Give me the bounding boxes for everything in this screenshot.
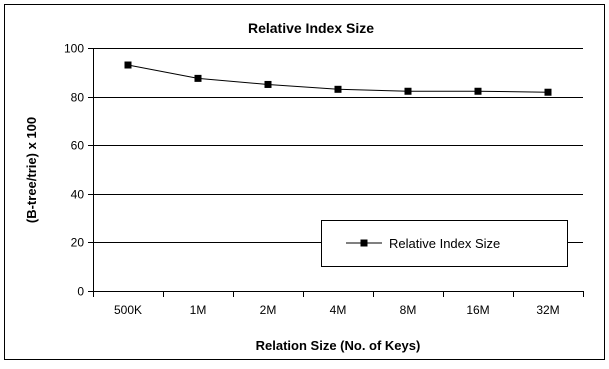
x-tick-label: 4M — [330, 303, 347, 317]
y-tick-label: 40 — [71, 188, 85, 202]
chart-title: Relative Index Size — [248, 20, 374, 36]
data-point-marker — [334, 85, 342, 93]
data-point-marker — [124, 61, 132, 69]
data-point-marker — [194, 74, 202, 82]
legend: Relative Index Size — [321, 220, 568, 267]
x-tick-label: 500K — [114, 303, 142, 317]
legend-marker-swatch — [360, 239, 368, 247]
data-point-marker — [404, 87, 412, 95]
y-axis-ticks: 0 20 40 60 80 100 — [64, 42, 93, 299]
x-tick-label: 8M — [400, 303, 417, 317]
y-tick-label: 20 — [71, 236, 85, 250]
y-tick-label: 60 — [71, 139, 85, 153]
axes — [93, 48, 583, 292]
legend-label: Relative Index Size — [389, 236, 500, 251]
x-axis-ticks: 500K 1M 2M 4M 8M 16M 32M — [93, 291, 584, 317]
data-series — [124, 61, 552, 96]
y-axis-label: (B-tree/trie) x 100 — [24, 117, 39, 223]
data-point-marker — [474, 87, 482, 95]
x-tick-label: 32M — [536, 303, 559, 317]
chart-border — [4, 4, 605, 360]
y-tick-label: 0 — [77, 285, 84, 299]
y-tick-label: 100 — [64, 42, 84, 56]
x-tick-label: 16M — [466, 303, 489, 317]
x-axis-label: Relation Size (No. of Keys) — [256, 338, 421, 353]
y-tick-label: 80 — [71, 91, 85, 105]
x-tick-label: 1M — [190, 303, 207, 317]
data-point-marker — [264, 80, 272, 88]
x-tick-label: 2M — [260, 303, 277, 317]
data-point-marker — [544, 88, 552, 96]
